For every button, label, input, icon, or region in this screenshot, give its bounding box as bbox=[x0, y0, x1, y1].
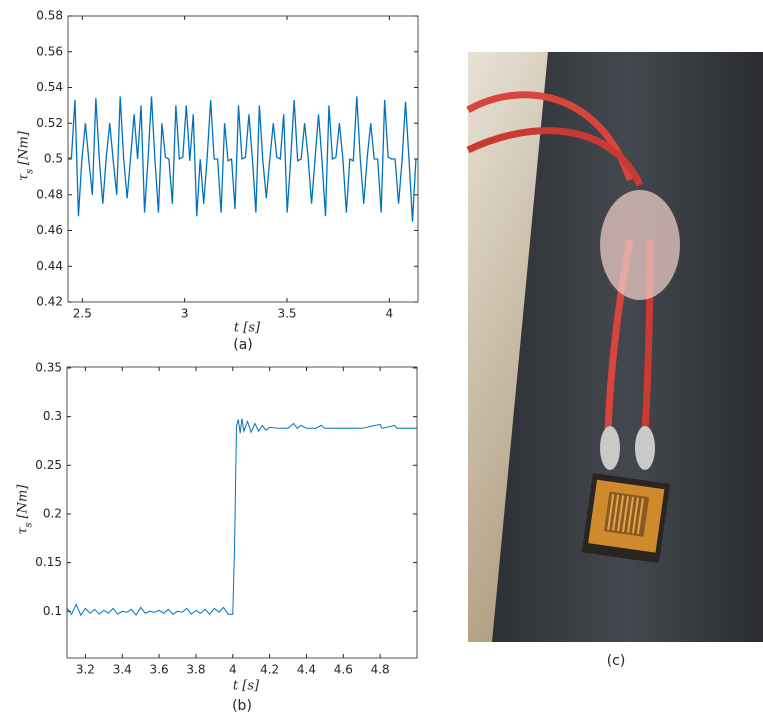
y-label-unit: [Nm] bbox=[17, 130, 32, 165]
y-label-subscript: s bbox=[25, 169, 36, 174]
y-label-symbol: τ bbox=[17, 173, 32, 181]
y-tick-label: 0.44 bbox=[36, 259, 63, 273]
x-tick-label: 4 bbox=[386, 307, 394, 321]
x-tick-label: 4 bbox=[229, 663, 237, 677]
y-tick-label: 0.52 bbox=[36, 116, 63, 130]
solder bbox=[635, 426, 655, 470]
y-axis-label: τs [Nm] bbox=[16, 484, 35, 535]
y-tick-label: 0.42 bbox=[36, 295, 63, 309]
x-tick-label: 3.4 bbox=[113, 663, 132, 677]
y-axis-label: τs [Nm] bbox=[17, 130, 36, 181]
x-tick-label: 4.2 bbox=[260, 663, 279, 677]
y-tick-label: 0.15 bbox=[35, 555, 62, 569]
plot-area bbox=[68, 96, 417, 222]
glue-blob bbox=[600, 190, 680, 300]
x-tick-label: 2.5 bbox=[73, 307, 92, 321]
caption: (a) bbox=[233, 337, 253, 353]
solder bbox=[600, 426, 620, 470]
y-tick-label: 0.1 bbox=[43, 604, 62, 618]
wire bbox=[466, 127, 644, 187]
x-tick-label: 3 bbox=[181, 307, 189, 321]
data-line bbox=[68, 96, 417, 222]
plot-area bbox=[67, 418, 417, 617]
photo-caption: (c) bbox=[607, 653, 626, 669]
y-tick-label: 0.5 bbox=[44, 152, 63, 166]
y-tick-label: 0.35 bbox=[35, 360, 62, 374]
x-tick-label: 4.8 bbox=[371, 663, 390, 677]
wood-beam bbox=[492, 52, 763, 642]
y-tick-label: 0.48 bbox=[36, 187, 63, 201]
axes-box bbox=[66, 366, 418, 659]
y-tick-label: 0.25 bbox=[35, 458, 62, 472]
x-axis-label: t [s] bbox=[233, 679, 260, 694]
y-tick-label: 0.46 bbox=[36, 223, 63, 237]
y-tick-label: 0.58 bbox=[36, 9, 63, 23]
x-tick-label: 3.5 bbox=[277, 307, 296, 321]
x-tick-label: 3.8 bbox=[186, 663, 205, 677]
y-label-symbol: τ bbox=[16, 527, 31, 535]
y-label-unit: [Nm] bbox=[16, 484, 31, 519]
x-tick-label: 3.2 bbox=[76, 663, 95, 677]
caption: (b) bbox=[232, 698, 252, 713]
y-tick-label: 0.56 bbox=[36, 44, 63, 58]
data-line bbox=[67, 418, 417, 617]
photo bbox=[466, 52, 763, 642]
x-axis-label: t [s] bbox=[234, 321, 261, 336]
y-tick-label: 0.54 bbox=[36, 80, 63, 94]
x-tick-label: 3.6 bbox=[150, 663, 169, 677]
x-tick-label: 4.4 bbox=[297, 663, 316, 677]
y-tick-label: 0.3 bbox=[43, 409, 62, 423]
x-tick-label: 4.6 bbox=[334, 663, 353, 677]
strain-gauge bbox=[581, 473, 671, 564]
y-label-subscript: s bbox=[24, 522, 35, 527]
y-tick-label: 0.2 bbox=[43, 506, 62, 520]
